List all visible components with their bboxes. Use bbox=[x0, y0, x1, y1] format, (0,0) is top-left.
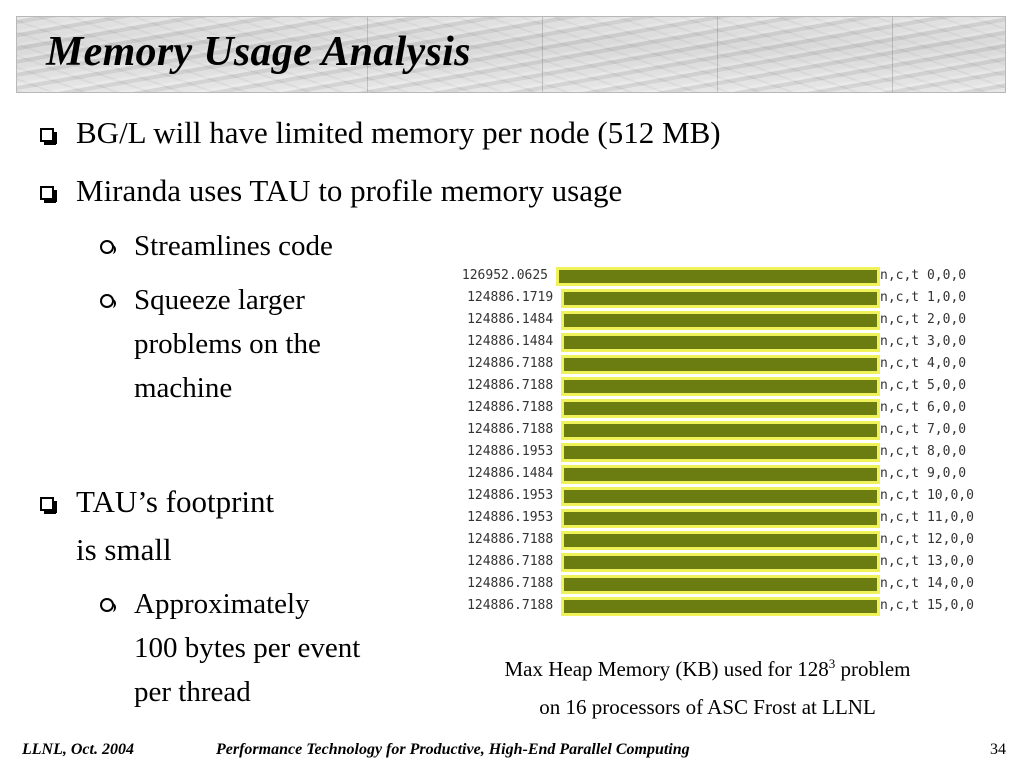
caption-text: Max Heap Memory (KB) used for 128 bbox=[504, 657, 829, 681]
bar-value-label: 124886.1484 bbox=[467, 466, 554, 481]
ring-bullet-icon bbox=[100, 240, 116, 254]
sub-bullet-item: Squeeze larger problems on the machine bbox=[100, 278, 321, 410]
sub-bullet-line: Squeeze larger bbox=[134, 284, 305, 316]
bar-category-label: n,c,t 13,0,0 bbox=[880, 554, 974, 569]
bar-value-label: 124886.7188 bbox=[467, 598, 554, 613]
bar bbox=[561, 553, 880, 572]
bar bbox=[561, 311, 880, 330]
caption-text: problem bbox=[835, 657, 911, 681]
bar-category-label: n,c,t 9,0,0 bbox=[880, 466, 967, 481]
bar-category-label: n,c,t 5,0,0 bbox=[880, 378, 967, 393]
bar-value-label: 124886.1953 bbox=[467, 488, 554, 503]
sub-bullet-text: Approximately 100 bytes per event per th… bbox=[134, 582, 360, 714]
bullet-item: Miranda uses TAU to profile memory usage bbox=[40, 167, 622, 215]
banner-seam bbox=[717, 17, 718, 92]
bar-category-label: n,c,t 15,0,0 bbox=[880, 598, 974, 613]
bar-value-label: 124886.7188 bbox=[467, 532, 554, 547]
bar-category-label: n,c,t 12,0,0 bbox=[880, 532, 974, 547]
bar bbox=[561, 575, 880, 594]
sub-bullet-text: Squeeze larger problems on the machine bbox=[134, 278, 321, 410]
bar-value-label: 124886.7188 bbox=[467, 422, 554, 437]
slide-title: Memory Usage Analysis bbox=[46, 29, 471, 75]
footer-center: Performance Technology for Productive, H… bbox=[216, 741, 690, 758]
bullet-item: BG/L will have limited memory per node (… bbox=[40, 109, 721, 157]
caption-line: on 16 processors of ASC Frost at LLNL bbox=[539, 695, 876, 719]
bullet-text: TAU’s footprint is small bbox=[76, 478, 274, 574]
footer-left: LLNL, Oct. 2004 bbox=[22, 741, 134, 758]
sub-bullet-line: Approximately bbox=[134, 588, 310, 620]
bullet-item: TAU’s footprint is small bbox=[40, 478, 274, 574]
sub-bullet-item: Approximately 100 bytes per event per th… bbox=[100, 582, 360, 714]
banner-seam bbox=[892, 17, 893, 92]
bar-category-label: n,c,t 6,0,0 bbox=[880, 400, 967, 415]
bar-category-label: n,c,t 11,0,0 bbox=[880, 510, 974, 525]
sub-bullet-text: Streamlines code bbox=[134, 230, 333, 262]
banner-seam bbox=[542, 17, 543, 92]
bullet-line: is small bbox=[76, 532, 172, 567]
bar bbox=[561, 487, 880, 506]
caption-superscript: 3 bbox=[828, 656, 836, 671]
bar bbox=[561, 377, 880, 396]
bar bbox=[561, 465, 880, 484]
bar-value-label: 124886.7188 bbox=[467, 378, 554, 393]
bar-category-label: n,c,t 8,0,0 bbox=[880, 444, 967, 459]
bar bbox=[561, 597, 880, 616]
sub-bullet-line: per thread bbox=[134, 676, 251, 708]
bar bbox=[556, 267, 880, 286]
title-banner bbox=[16, 16, 1006, 93]
bullet-text: Miranda uses TAU to profile memory usage bbox=[76, 173, 623, 208]
ring-bullet-icon bbox=[100, 598, 116, 612]
bar-value-label: 124886.1484 bbox=[467, 334, 554, 349]
bar bbox=[561, 443, 880, 462]
bar-value-label: 124886.1953 bbox=[467, 444, 554, 459]
ring-bullet-icon bbox=[100, 294, 116, 308]
bar bbox=[561, 289, 880, 308]
square-bullet-icon bbox=[40, 128, 57, 145]
bar-category-label: n,c,t 0,0,0 bbox=[880, 268, 967, 283]
bar bbox=[561, 421, 880, 440]
bar bbox=[561, 531, 880, 550]
memory-bar-chart: 126952.0625 n,c,t 0,0,0 124886.1719 n,c,t 1… bbox=[430, 264, 1000, 620]
bar bbox=[561, 509, 880, 528]
bar-value-label: 124886.7188 bbox=[467, 576, 554, 591]
bar bbox=[561, 333, 880, 352]
square-bullet-icon bbox=[40, 186, 57, 203]
bar-category-label: n,c,t 7,0,0 bbox=[880, 422, 967, 437]
chart-caption: Max Heap Memory (KB) used for 1283 probl… bbox=[440, 645, 975, 726]
bar bbox=[561, 355, 880, 374]
bar-value-label: 124886.1719 bbox=[467, 290, 554, 305]
square-bullet-icon bbox=[40, 497, 57, 514]
sub-bullet-item: Streamlines code bbox=[100, 224, 333, 268]
sub-bullet-line: machine bbox=[134, 372, 233, 404]
caption-line: Max Heap Memory (KB) used for 1283 probl… bbox=[440, 645, 975, 688]
bar-category-label: n,c,t 4,0,0 bbox=[880, 356, 967, 371]
bar-value-label: 124886.7188 bbox=[467, 554, 554, 569]
bar-value-label: 124886.1953 bbox=[467, 510, 554, 525]
bar-category-label: n,c,t 2,0,0 bbox=[880, 312, 967, 327]
bar-value-label: 126952.0625 bbox=[461, 268, 548, 283]
bar-category-label: n,c,t 3,0,0 bbox=[880, 334, 967, 349]
sub-bullet-line: 100 bytes per event bbox=[134, 632, 361, 664]
bar-value-label: 124886.1484 bbox=[467, 312, 554, 327]
bullet-line: TAU’s footprint bbox=[76, 484, 275, 519]
bar-category-label: n,c,t 1,0,0 bbox=[880, 290, 967, 305]
sub-bullet-line: problems on the bbox=[134, 328, 321, 360]
bar-value-label: 124886.7188 bbox=[467, 400, 554, 415]
bar-category-label: n,c,t 10,0,0 bbox=[880, 488, 974, 503]
bar bbox=[561, 399, 880, 418]
bar-value-label: 124886.7188 bbox=[467, 356, 554, 371]
bullet-text: BG/L will have limited memory per node (… bbox=[76, 115, 721, 150]
page-number: 34 bbox=[990, 741, 1006, 758]
banner-seam bbox=[367, 17, 368, 92]
bar-category-label: n,c,t 14,0,0 bbox=[880, 576, 974, 591]
